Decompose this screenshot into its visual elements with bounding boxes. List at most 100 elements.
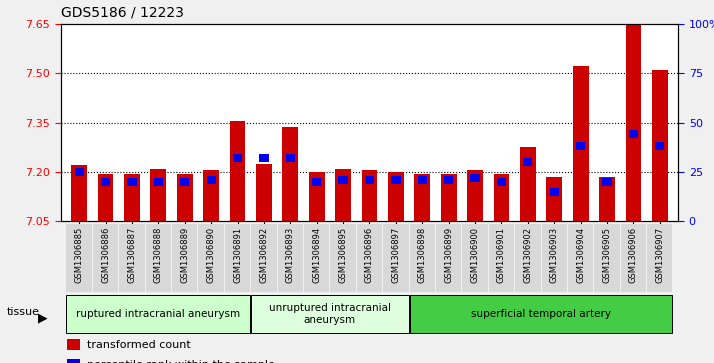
Bar [603,178,612,186]
Bar [573,66,588,221]
FancyBboxPatch shape [357,224,382,291]
Text: unruptured intracranial
aneurysm: unruptured intracranial aneurysm [269,303,391,325]
FancyBboxPatch shape [93,224,119,291]
Bar [625,22,641,221]
Text: GSM1306888: GSM1306888 [154,227,163,283]
Text: GSM1306899: GSM1306899 [444,227,453,283]
FancyBboxPatch shape [225,224,250,291]
Bar [523,158,533,166]
Text: percentile rank within the sample: percentile rank within the sample [86,360,274,363]
Text: GSM1306889: GSM1306889 [180,227,189,283]
Text: GSM1306906: GSM1306906 [629,227,638,283]
Text: GSM1306897: GSM1306897 [391,227,401,283]
Bar [655,142,665,150]
Text: GSM1306887: GSM1306887 [128,227,136,283]
Text: GSM1306900: GSM1306900 [471,227,480,283]
Text: GSM1306898: GSM1306898 [418,227,427,283]
FancyBboxPatch shape [594,224,620,291]
Bar [124,174,140,221]
Bar [444,176,453,184]
Bar [388,172,404,221]
Text: transformed count: transformed count [86,340,191,350]
Bar [230,121,246,221]
FancyBboxPatch shape [489,224,514,291]
Bar [312,178,321,186]
Text: GDS5186 / 12223: GDS5186 / 12223 [61,6,183,20]
Bar [335,169,351,221]
FancyBboxPatch shape [66,295,250,333]
Bar [629,130,638,138]
Text: tissue: tissue [7,307,40,317]
Text: GSM1306901: GSM1306901 [497,227,506,283]
Text: GSM1306890: GSM1306890 [206,227,216,283]
Bar [361,170,378,221]
Bar [206,176,216,184]
Text: GSM1306905: GSM1306905 [603,227,611,283]
Bar [418,176,427,184]
Bar [71,166,87,221]
Text: ▶: ▶ [38,311,48,325]
Bar [259,154,268,162]
Bar [471,174,480,182]
FancyBboxPatch shape [647,224,673,291]
FancyBboxPatch shape [146,224,171,291]
Bar [308,172,325,221]
FancyBboxPatch shape [516,224,540,291]
Bar [203,170,219,221]
FancyBboxPatch shape [304,224,329,291]
FancyBboxPatch shape [119,224,145,291]
Bar [154,178,163,186]
Bar [67,359,81,363]
Bar [67,339,81,350]
Bar [520,147,536,221]
FancyBboxPatch shape [66,224,92,291]
Bar [74,168,84,176]
FancyBboxPatch shape [251,295,408,333]
FancyBboxPatch shape [383,224,408,291]
FancyBboxPatch shape [251,224,276,291]
Text: GSM1306902: GSM1306902 [523,227,533,283]
FancyBboxPatch shape [436,224,461,291]
Bar [127,178,136,186]
Bar [441,174,456,221]
FancyBboxPatch shape [410,224,435,291]
Text: GSM1306892: GSM1306892 [259,227,268,283]
Text: GSM1306896: GSM1306896 [365,227,374,283]
Bar [467,170,483,221]
Bar [365,176,374,184]
FancyBboxPatch shape [620,224,646,291]
Bar [233,154,242,162]
FancyBboxPatch shape [172,224,197,291]
FancyBboxPatch shape [463,224,488,291]
Bar [151,169,166,221]
Bar [177,174,193,221]
Bar [256,164,272,221]
Text: superficial temporal artery: superficial temporal artery [471,309,611,319]
Bar [497,178,506,186]
Bar [338,176,348,184]
Text: GSM1306904: GSM1306904 [576,227,585,283]
Text: GSM1306893: GSM1306893 [286,227,295,283]
Text: GSM1306891: GSM1306891 [233,227,242,283]
Bar [599,177,615,221]
Text: GSM1306907: GSM1306907 [655,227,664,283]
Bar [493,174,509,221]
Text: GSM1306894: GSM1306894 [312,227,321,283]
Bar [546,177,562,221]
FancyBboxPatch shape [542,224,567,291]
FancyBboxPatch shape [198,224,223,291]
FancyBboxPatch shape [410,295,673,333]
FancyBboxPatch shape [331,224,356,291]
Text: GSM1306885: GSM1306885 [75,227,84,283]
Bar [391,176,401,184]
Text: GSM1306903: GSM1306903 [550,227,559,283]
Bar [652,70,668,221]
Bar [101,178,110,186]
Bar [414,174,431,221]
Bar [576,142,585,150]
Bar [550,188,559,196]
Text: ruptured intracranial aneurysm: ruptured intracranial aneurysm [76,309,241,319]
Text: GSM1306895: GSM1306895 [338,227,348,283]
FancyBboxPatch shape [568,224,593,291]
Bar [286,154,295,162]
